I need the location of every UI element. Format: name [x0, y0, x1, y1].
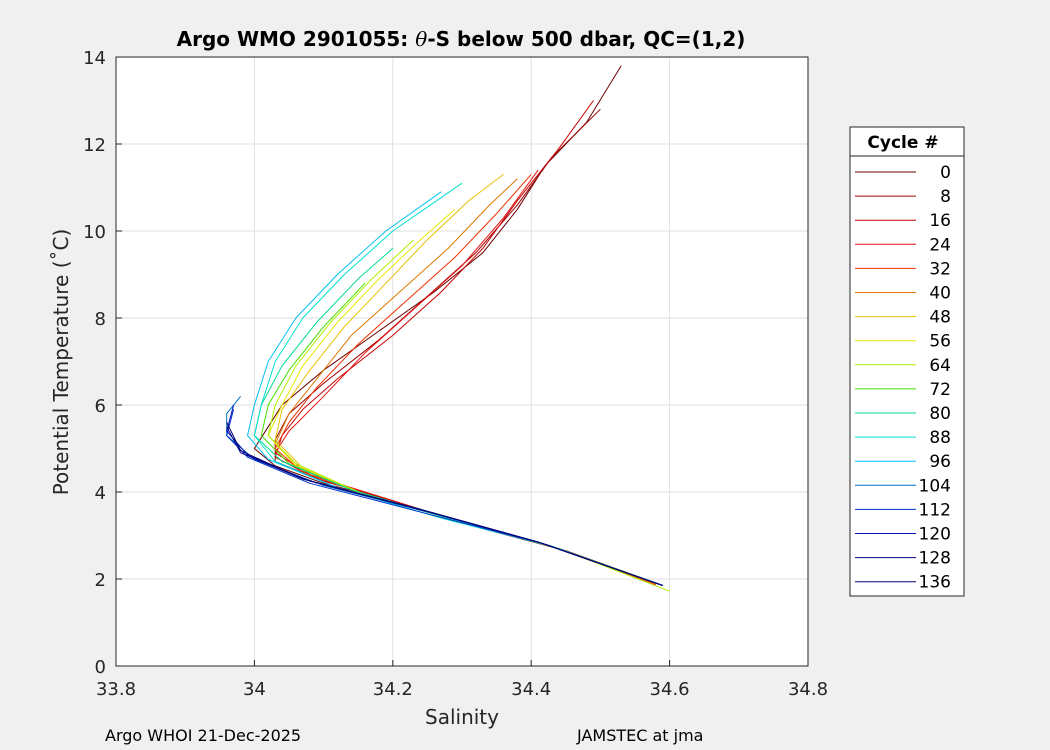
y-tick-label: 2 — [95, 570, 106, 591]
x-tick-label: 34.8 — [788, 679, 828, 700]
x-tick-label: 34.4 — [511, 679, 551, 700]
axis-ticks: 33.8 34 34.2 34.4 34.6 34.8 0 2 4 6 8 10 12 14 — [83, 48, 828, 700]
legend-label-56: 56 — [929, 332, 951, 352]
legend-label-96: 96 — [929, 452, 951, 472]
legend-label-16: 16 — [929, 211, 951, 231]
legend-label-120: 120 — [919, 525, 951, 545]
legend-label-72: 72 — [929, 380, 951, 400]
x-tick-label: 33.8 — [96, 679, 136, 700]
footer-left: Argo WHOI 21-Dec-2025 — [105, 726, 301, 745]
y-axis-label: Potential Temperature (˚C) — [49, 229, 73, 496]
legend-label-136: 136 — [919, 573, 951, 593]
legend-label-80: 80 — [929, 404, 951, 424]
y-tick-label: 10 — [83, 222, 106, 243]
legend-label-88: 88 — [929, 428, 951, 448]
grid — [116, 57, 808, 666]
legend: Cycle # 0 8 16 24 32 40 48 56 64 72 80 88 96 104 112 12… — [849, 126, 965, 597]
x-tick-label: 34.6 — [650, 679, 690, 700]
y-tick-label: 0 — [95, 657, 106, 678]
legend-label-0: 0 — [940, 163, 951, 183]
legend-label-48: 48 — [929, 308, 951, 328]
y-tick-label: 6 — [95, 396, 106, 417]
y-tick-label: 4 — [95, 483, 106, 504]
series-line-cycle-88 — [253, 182, 663, 586]
y-tick-label: 14 — [83, 48, 106, 69]
x-axis-label: Salinity — [425, 705, 499, 729]
legend-box — [849, 126, 965, 597]
y-tick-label: 12 — [83, 135, 106, 156]
x-tick-label: 34 — [243, 679, 266, 700]
legend-label-40: 40 — [929, 284, 951, 304]
legend-entries: 0 8 16 24 32 40 48 56 64 72 80 88 96 104 112 120 128 136 — [855, 163, 951, 593]
series-lines — [226, 65, 670, 592]
y-tick-label: 8 — [95, 309, 106, 330]
series-line-cycle-136 — [226, 422, 663, 586]
legend-title: Cycle # — [867, 133, 938, 153]
chart-title: Argo WMO 2901055: θ-S below 500 dbar, QC… — [177, 27, 746, 51]
legend-label-8: 8 — [940, 187, 951, 207]
x-tick-label: 34.2 — [373, 679, 413, 700]
plot-frame — [115, 56, 809, 667]
legend-label-64: 64 — [929, 356, 951, 376]
legend-label-32: 32 — [929, 259, 951, 279]
legend-label-128: 128 — [919, 549, 951, 569]
legend-label-112: 112 — [919, 500, 951, 520]
footer-right: JAMSTEC at jma — [576, 726, 703, 745]
legend-label-24: 24 — [929, 235, 951, 255]
legend-label-104: 104 — [919, 476, 951, 496]
plot-area — [116, 57, 808, 666]
